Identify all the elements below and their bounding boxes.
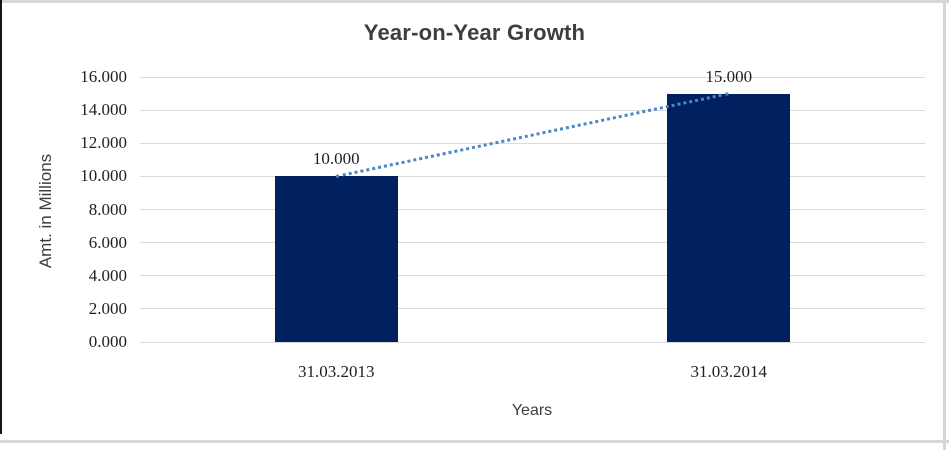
gridline bbox=[140, 242, 925, 244]
y-tick-label: 2.000 bbox=[88, 298, 127, 318]
x-axis-title: Years bbox=[511, 402, 553, 419]
frame-border-right bbox=[943, 0, 946, 450]
gridline bbox=[140, 341, 925, 343]
plot-area: 0.000 2.000 4.000 6.000 8.000 10.000 12.000 14.… bbox=[80, 67, 925, 381]
x-axis-category-label: 31.03.2013 bbox=[298, 362, 375, 381]
y-tick-label: 16.000 bbox=[80, 67, 127, 86]
bar bbox=[274, 176, 398, 342]
page-edge-left bbox=[0, 0, 2, 434]
bar-data-label: 10.000 bbox=[312, 149, 360, 169]
y-tick-label: 14.000 bbox=[80, 100, 127, 120]
y-tick-label: 8.000 bbox=[88, 199, 127, 219]
gridline bbox=[140, 175, 925, 177]
bar bbox=[667, 93, 791, 342]
y-tick-label: 6.000 bbox=[88, 232, 127, 252]
y-tick-label: 4.000 bbox=[88, 265, 127, 285]
gridline bbox=[140, 76, 925, 78]
gridline bbox=[140, 308, 925, 310]
gridline bbox=[140, 275, 925, 277]
gridline bbox=[140, 109, 925, 111]
gridline bbox=[140, 209, 925, 210]
gridline bbox=[140, 142, 925, 144]
y-tick-label: 10.000 bbox=[80, 166, 127, 186]
frame-border-bottom bbox=[0, 440, 949, 443]
y-axis-title: Amt. in Millions bbox=[36, 153, 55, 269]
bar-data-label: 15.000 bbox=[705, 66, 753, 86]
y-tick-label: 0.000 bbox=[88, 332, 127, 351]
x-axis-category-label: 31.03.2014 bbox=[690, 362, 768, 381]
y-tick-label: 12.000 bbox=[80, 133, 127, 153]
frame-border-top bbox=[0, 0, 949, 3]
chart-title: Year-on-Year Growth bbox=[363, 20, 586, 45]
